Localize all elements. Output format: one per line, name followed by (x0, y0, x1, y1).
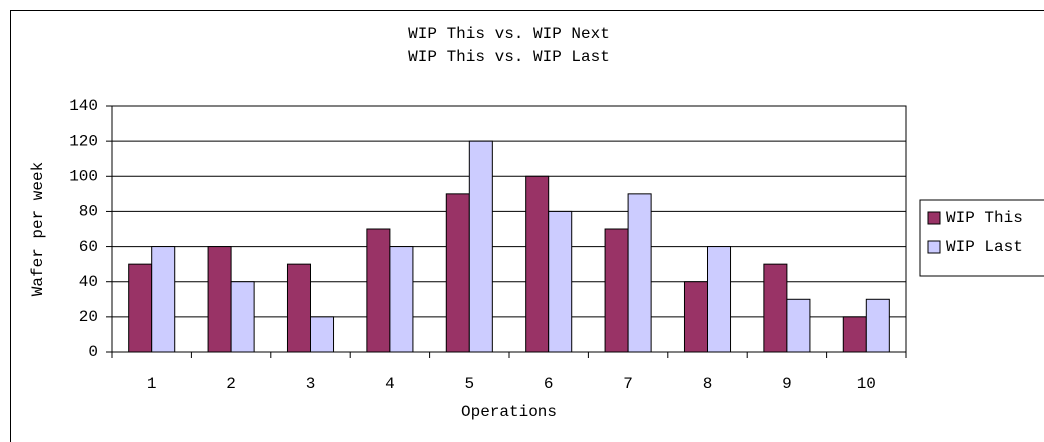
y-tick-label: 140 (69, 97, 98, 115)
bar (310, 316, 335, 353)
bar (548, 210, 573, 353)
x-tick-label: 8 (703, 375, 713, 393)
bar (786, 298, 811, 353)
x-tick-label: 3 (306, 375, 316, 393)
bar (707, 246, 732, 353)
x-tick-label: 9 (782, 375, 792, 393)
x-axis-label: Operations (461, 403, 557, 421)
x-tick-label: 5 (464, 375, 474, 393)
x-tick-label: 7 (623, 375, 633, 393)
bar (842, 316, 867, 353)
x-tick-label: 1 (147, 375, 157, 393)
bar (763, 263, 788, 353)
y-tick-label: 20 (79, 308, 98, 326)
legend-swatch (927, 211, 941, 225)
x-tick-label: 4 (385, 375, 395, 393)
bar (445, 193, 470, 353)
bar (128, 263, 153, 353)
bar (366, 228, 391, 353)
y-tick-label: 0 (88, 343, 98, 361)
y-tick-label: 40 (79, 273, 98, 291)
y-tick-label: 60 (79, 238, 98, 256)
x-tick-label: 10 (857, 375, 876, 393)
bar (207, 246, 232, 353)
legend-label: WIP Last (946, 238, 1023, 256)
x-tick-label: 6 (544, 375, 554, 393)
bar (389, 246, 414, 353)
bar (604, 228, 629, 353)
bar (865, 298, 890, 353)
y-tick-label: 120 (69, 132, 98, 150)
legend-box (919, 199, 1044, 277)
y-axis-label: Wafer per week (29, 162, 47, 296)
y-tick-label: 80 (79, 203, 98, 221)
bar (468, 140, 493, 353)
y-tick-label: 100 (69, 168, 98, 186)
bar (627, 193, 652, 353)
bar (230, 281, 255, 353)
bar (151, 246, 176, 353)
legend-swatch (927, 240, 941, 254)
bar (286, 263, 311, 353)
legend-label: WIP This (946, 209, 1023, 227)
chart-subtitle: WIP This vs. WIP Last (408, 48, 610, 66)
bar (683, 281, 708, 353)
x-tick-label: 2 (226, 375, 236, 393)
chart-title: WIP This vs. WIP Next (408, 25, 610, 43)
bar (525, 175, 550, 353)
